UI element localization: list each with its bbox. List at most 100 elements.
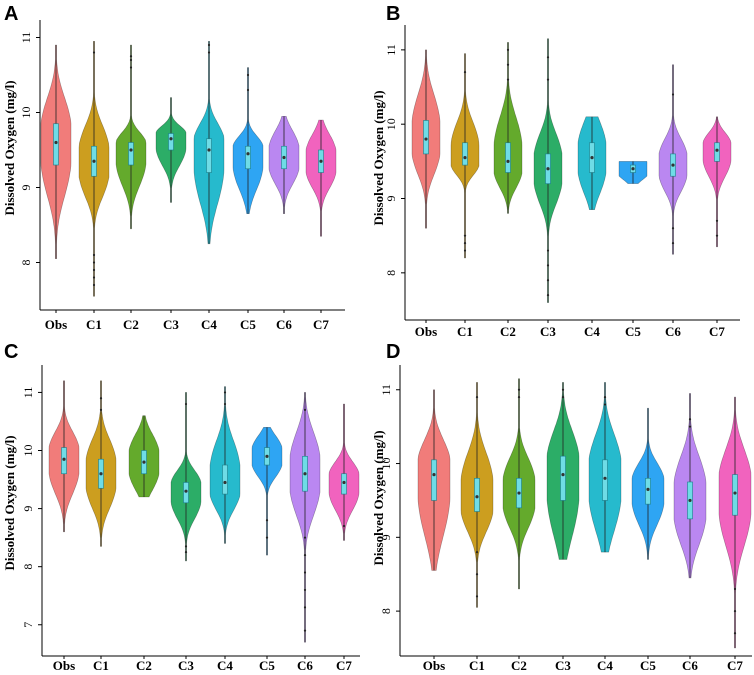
panel-d-outlier-c7-0 [733,632,737,635]
panel-c-cat-label-c3: C3 [178,658,194,673]
panel-a-category-labels: Obs C1 C2 C3 C4 C5 C6 C7 [45,317,330,332]
panel-d-y-tick-label-8: 8 [379,608,393,614]
panel-c-outlier-c7-0 [342,524,346,528]
panel-b-outlier-c3-2 [546,264,550,267]
panel-c: C Dissolved Oxygen (mg/l) Obs C1 C2 C3 C… [2,341,360,673]
panel-b-cat-label-c6: C6 [665,324,681,339]
panel-d-outlier-c3-1 [561,388,565,391]
panel-b-median-c2 [506,159,510,163]
panel-a-cat-label-c1: C1 [86,317,102,332]
panel-a-median-c4 [207,148,211,152]
panel-b-y-tick-label-8: 8 [384,270,398,276]
panel-c-y-tick-label-8: 8 [21,564,35,570]
panel-a-outlier-c5-0 [246,88,250,92]
panel-a-outlier-c1-0 [92,283,96,287]
panel-d-median-c7 [733,491,737,495]
panel-c-outlier-c5-1 [265,519,269,522]
panel-d-outlier-c7-2 [733,587,737,591]
panel-b-y-tick-label-11: 11 [384,44,398,56]
panel-c-cat-label-c1: C1 [93,658,109,673]
panel-b-outlier-c3-0 [546,294,550,297]
panel-c-category-labels: Obs C1 C2 C3 C4 C5 C6 C7 [53,658,353,673]
panel-a-outlier-c2-0 [129,66,133,69]
panel-b-outlier-c1-3 [463,71,467,74]
panel-c-y-tick-label-11: 11 [21,387,35,399]
panel-a-plot-area [40,40,337,297]
panel-a-outlier-c1-5 [92,51,96,54]
panel-b-outlier-c7-0 [715,234,719,237]
panel-c-cat-label-c7: C7 [336,658,352,673]
panel-a-box-c2 [128,142,134,166]
panel-c-outlier-c6-4 [303,553,307,557]
panel-b: B Dissolved Oxygen (mg/l) Obs C1 C2 C3 C… [371,3,740,339]
panel-a-box-obs [53,123,59,166]
panel-b-outlier-c2-1 [506,63,510,66]
panel-b-outlier-c6-0 [671,242,675,245]
panel-a-outlier-c4-0 [207,51,211,54]
panel-a-outlier-c4-1 [207,43,211,47]
panel-b-outlier-c7-1 [715,219,719,222]
panel-c-outlier-c6-0 [303,629,307,632]
panel-d-median-c5 [646,487,650,491]
panel-c-y-tick-label-10: 10 [21,445,35,457]
panel-c-cat-label-obs: Obs [53,658,75,673]
panel-b-outlier-c2-2 [506,48,510,51]
panel-c-median-c5 [265,454,269,458]
panel-b-cat-label-c2: C2 [500,324,516,339]
panel-a-median-c5 [246,152,250,156]
panel-d-outlier-c2-1 [517,388,521,391]
panel-d-cat-label-c5: C5 [640,658,656,673]
panel-a-cat-label-c5: C5 [240,317,256,332]
panel-b-outlier-c2-0 [506,78,510,81]
panel-d-letter: D [386,341,400,363]
panel-d-median-c2 [517,491,521,495]
panel-b-median-c3 [546,167,550,171]
panel-b-box-c7 [714,142,720,162]
panel-c-median-c2 [142,460,146,464]
panel-d-y-tick-label-11: 11 [379,384,393,396]
panel-d-cat-label-obs: Obs [423,658,445,673]
panel-d-y-tick-label-10: 10 [379,458,393,470]
panel-b-plot-area [411,38,732,303]
panel-c-median-c3 [184,489,188,493]
panel-b-cat-label-c7: C7 [709,324,725,339]
panel-c-outlier-c3-0 [184,551,188,554]
panel-b-outlier-c6-2 [671,93,675,96]
panel-b-letter: B [386,3,400,25]
panel-a-median-c2 [129,148,133,152]
panel-d-median-c1 [475,495,479,499]
panel-a-outlier-c2-2 [129,55,133,58]
panel-a-y-tick-label-9: 9 [19,185,33,191]
panel-d-box-c3 [560,455,566,501]
panel-d-outlier-c1-0 [475,595,479,598]
panel-a-median-c1 [92,159,96,163]
panel-a-cat-label-c7: C7 [313,317,329,332]
panel-b-y-axis-title: Dissolved Oxygen (mg/l) [371,90,386,225]
panel-a-outlier-c2-1 [129,58,133,62]
panel-a-outlier-c5-1 [246,73,250,77]
panel-d-median-c6 [688,498,692,503]
panel-b-cat-label-c4: C4 [584,324,600,339]
panel-b-outlier-c3-1 [546,279,550,282]
panel-c-median-c7 [342,480,346,485]
panel-b-cat-label-c5: C5 [625,324,641,339]
panel-d-box-c5 [645,477,651,505]
panel-d-median-c4 [603,476,607,480]
panel-d-outlier-c1-2 [475,550,479,554]
panel-a-cat-label-obs: Obs [45,317,67,332]
panel-d-outlier-c7-1 [733,610,737,613]
panel-b-median-c1 [463,156,467,160]
panel-a: A Dissolved Oxygen (mg/l) Obs C1 C2 C3 C… [2,3,345,332]
panel-b-box-c2 [505,142,511,173]
panel-d-outlier-c1-3 [475,396,479,399]
panel-d-category-labels: Obs C1 C2 C3 C4 C5 C6 C7 [423,658,744,673]
panel-d-cat-label-c1: C1 [469,658,485,673]
panel-c-cat-label-c6: C6 [297,658,313,673]
panel-c-outlier-c6-6 [303,408,307,411]
panel-d-outlier-c4-0 [603,403,607,406]
panel-d-cat-label-c4: C4 [597,658,613,673]
panel-b-outlier-c1-2 [463,234,467,237]
panel-b-outlier-c1-1 [463,242,467,245]
panel-c-y-tick-label-9: 9 [21,506,35,512]
